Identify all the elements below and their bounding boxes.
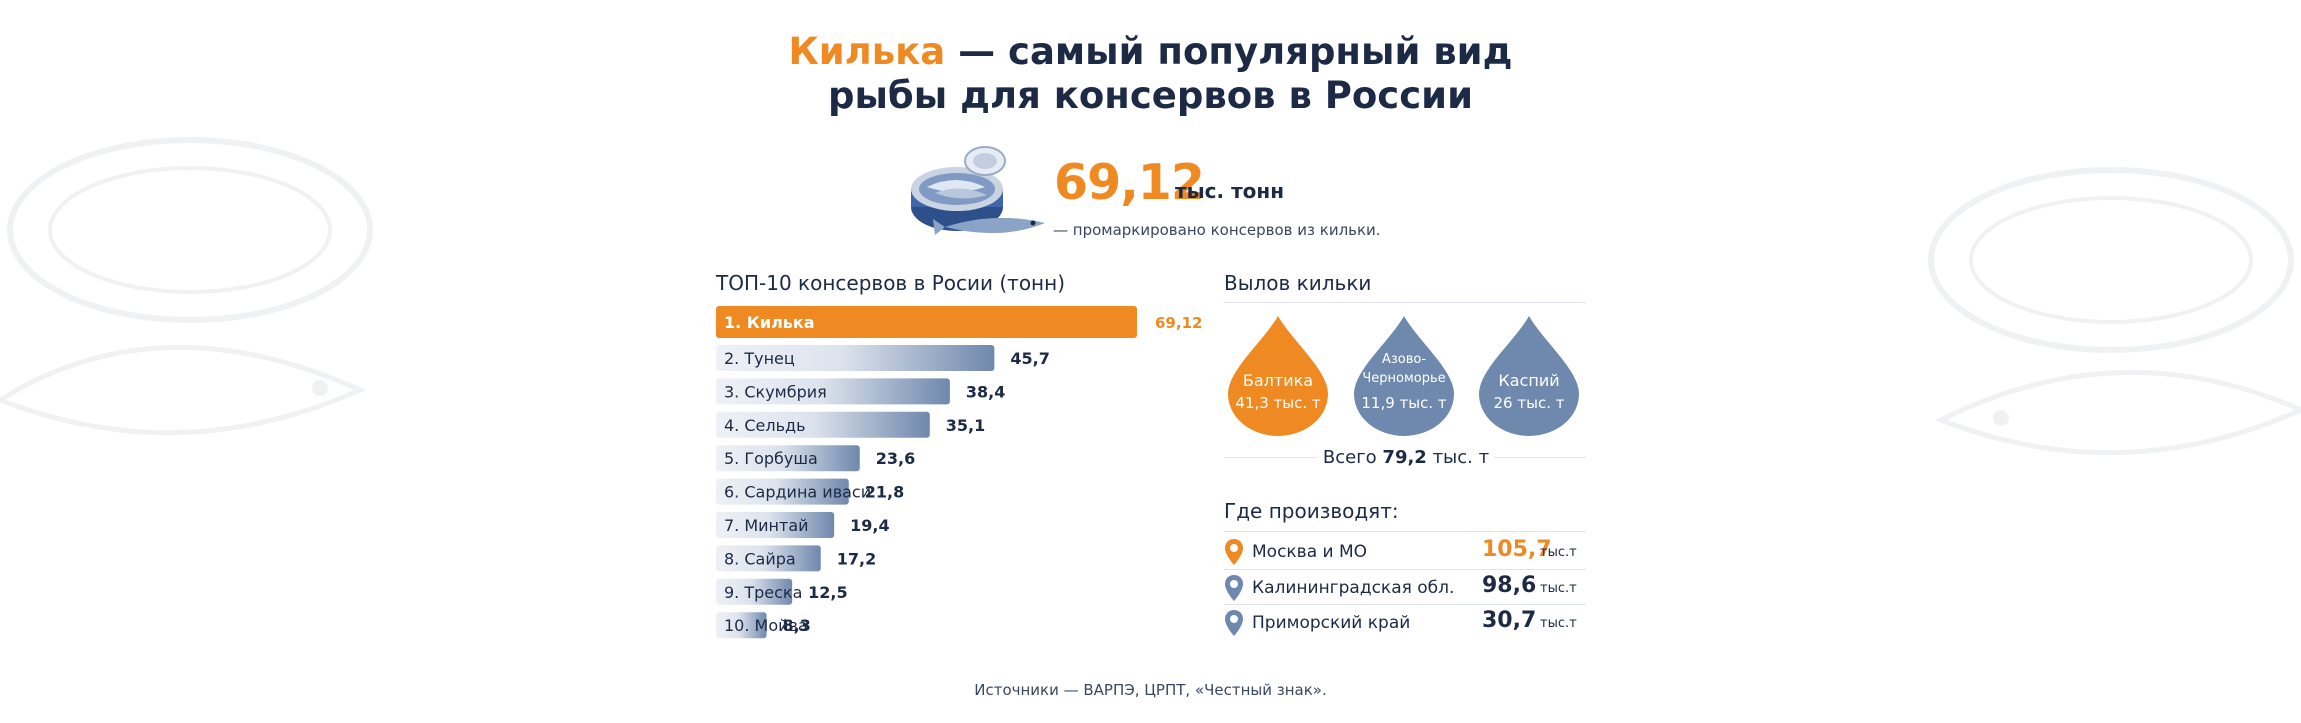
bar-9: [716, 578, 793, 605]
bar-value-10: 8,3: [783, 616, 811, 635]
sources-note: Источники — ВАРПЭ, ЦРПТ, «Честный знак».: [974, 681, 1327, 699]
drop-icon: [1354, 316, 1454, 436]
bar-label-4: 4. Сельдь: [724, 416, 806, 435]
bar-2: [716, 345, 995, 371]
top10-bar-chart: 1. Килька 69,12 2. Тунец 45,7 3. Скумбрия 38,…: [716, 306, 1202, 639]
bar-7: [716, 512, 835, 538]
bar-label-2: 2. Тунец: [724, 349, 795, 368]
bar-label-9: 9. Треска: [724, 583, 802, 602]
catch-title: Вылов кильки: [1224, 271, 1372, 295]
title-line-2: рыбы для консервов в России: [827, 74, 1474, 117]
bar-label-10: 10. Мойва: [724, 616, 808, 635]
bar-5: [716, 445, 860, 472]
region-name: Москва и МО: [1252, 542, 1368, 562]
map-pin-icon: [1225, 610, 1243, 636]
bar-label-8: 8. Сайра: [724, 549, 796, 568]
region-value: 30,7: [1482, 608, 1537, 633]
region-name: Приморский край: [1252, 613, 1411, 633]
bar-label-5: 5. Горбуша: [724, 449, 818, 468]
row-divider: [1224, 569, 1586, 570]
bar-label-7: 7. Минтай: [724, 516, 809, 535]
row-divider: [1224, 604, 1586, 605]
bar-value-9: 12,5: [808, 583, 847, 602]
canned-fish-icon: [911, 146, 1045, 235]
total-value: 79,2: [1382, 447, 1427, 468]
catch-drop-caspian: Каспий 26 тыс. т: [1474, 312, 1584, 437]
drop-icon: [1228, 316, 1328, 436]
title-rest: — самый популярный вид: [945, 30, 1513, 73]
region-unit: тыс.т: [1540, 616, 1577, 631]
bar-4: [716, 411, 930, 438]
bar-value-2: 45,7: [1010, 349, 1049, 368]
bar-value-7: 19,4: [850, 516, 889, 535]
bar-label-3: 3. Скумбрия: [724, 382, 827, 401]
drop-value: 41,3 тыс. т: [1235, 394, 1321, 412]
bar-value-6: 21,8: [865, 483, 904, 502]
region-value: 105,7: [1482, 537, 1552, 562]
total-divider-left: [1224, 457, 1316, 458]
region-unit: тыс.т: [1540, 581, 1577, 596]
drop-icon: [1479, 316, 1579, 436]
bar-value-8: 17,2: [837, 549, 876, 568]
catch-drop-baltic: Балтика 41,3 тыс. т: [1223, 312, 1333, 437]
drop-name: Каспий: [1498, 371, 1560, 390]
bar-value-5: 23,6: [876, 449, 915, 468]
total-suffix: тыс. т: [1426, 447, 1490, 468]
bar-6: [716, 478, 849, 505]
catch-total: Всего 79,2 тыс. т: [1226, 447, 1586, 468]
bar-8: [716, 545, 821, 572]
drop-name: Балтика: [1242, 371, 1314, 390]
production-row: Москва и МО 105,7 тыс.т: [1224, 536, 1584, 568]
production-row: Калининградская обл. 98,6 тыс.т: [1224, 572, 1584, 604]
region-unit: тыс.т: [1540, 545, 1577, 560]
production-title: Где производят:: [1224, 499, 1399, 523]
page-title: Килька — самый популярный вид рыбы для к…: [0, 30, 2301, 118]
production-row: Приморский край 30,7 тыс.т: [1224, 607, 1584, 639]
drop-name: Азово-Черноморье: [1362, 352, 1446, 386]
bar-3: [716, 378, 950, 405]
catch-divider: [1224, 302, 1586, 303]
total-prefix: Всего: [1322, 447, 1383, 468]
production-divider: [1224, 531, 1586, 532]
drop-value: 11,9 тыс. т: [1361, 394, 1447, 412]
bar-label-6: 6. Сардина иваси: [724, 483, 871, 502]
bar-10: [716, 612, 767, 639]
bar-value-3: 38,4: [966, 382, 1005, 401]
region-name: Калининградская обл.: [1252, 578, 1455, 598]
map-pin-icon: [1225, 539, 1243, 565]
total-divider-right: [1494, 457, 1586, 458]
bar-label-1: 1. Килька: [724, 313, 815, 332]
background-fish-can-icon-right: [1928, 167, 2301, 456]
hero-unit: тыс. тонн: [1175, 179, 1285, 203]
map-pin-icon: [1225, 575, 1243, 601]
title-accent: Килька: [788, 30, 946, 73]
background-fish-can-icon: [0, 137, 373, 436]
bar-value-4: 35,1: [946, 416, 985, 435]
hero-caption: — промаркировано консервов из кильки.: [1053, 221, 1381, 239]
bar-1: [716, 306, 1137, 338]
chart-title: ТОП-10 консервов в Росии (тонн): [716, 271, 1066, 295]
drop-value: 26 тыс. т: [1493, 394, 1565, 412]
region-value: 98,6: [1482, 573, 1537, 598]
catch-drop-azov: Азово-Черноморье 11,9 тыс. т: [1349, 312, 1459, 437]
hero-value: 69,12: [1054, 154, 1205, 211]
bar-value-1: 69,12: [1155, 314, 1202, 332]
